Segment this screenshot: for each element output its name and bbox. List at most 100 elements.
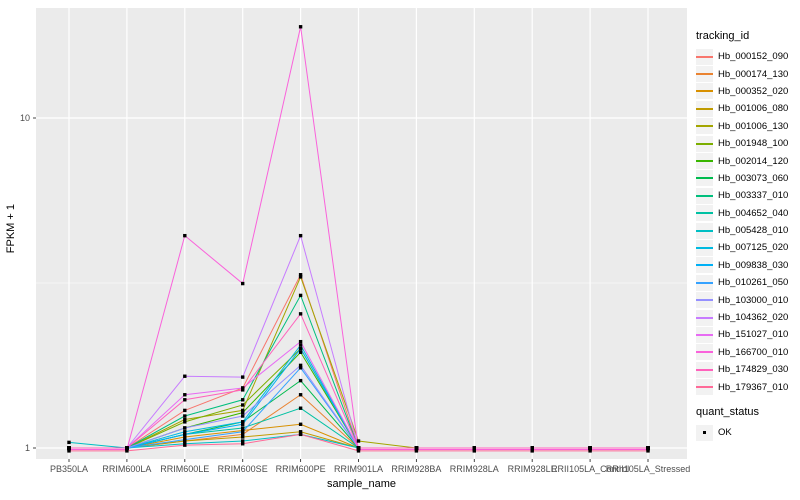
series-color-swatch: [696, 264, 713, 267]
y-tick-label: 1: [25, 443, 30, 453]
legend-key: [696, 100, 713, 117]
legend-key: [696, 239, 713, 256]
legend-item-label: OK: [718, 427, 732, 438]
data-point: [298, 432, 303, 437]
series-color-swatch: [696, 229, 713, 232]
legend-key: [696, 205, 713, 222]
legend-key: [696, 222, 713, 239]
legend-item-Hb_001006_080: Hb_001006_080: [696, 100, 800, 117]
legend-item-label: Hb_007125_020: [718, 242, 789, 254]
data-point: [241, 432, 245, 437]
data-point: [298, 422, 303, 426]
legend-item-Hb_010261_050: Hb_010261_050: [696, 274, 800, 291]
plot-panel: [36, 8, 687, 459]
data-point: [241, 430, 245, 434]
legend-item-Hb_000152_090: Hb_000152_090: [696, 48, 800, 65]
legend-item-Hb_104362_020: Hb_104362_020: [696, 309, 800, 326]
x-tick-label: RRII105LA_Control: [551, 464, 629, 474]
data-point: [241, 281, 245, 286]
legend-item-label: Hb_000174_130: [718, 68, 789, 80]
legend-key: [696, 257, 713, 274]
data-point: [414, 446, 419, 450]
series-color-swatch: [696, 368, 713, 371]
legend-item-label: Hb_001006_130: [718, 120, 789, 132]
data-point: [183, 435, 187, 439]
series-color-swatch: [696, 107, 713, 110]
data-point: [241, 426, 245, 430]
data-point: [530, 446, 534, 450]
legend-item-Hb_000352_020: Hb_000352_020: [696, 83, 800, 100]
x-tick-label: RRIM600LA: [102, 464, 151, 474]
data-point: [588, 449, 592, 453]
series-color-swatch: [696, 299, 713, 302]
series-color-swatch: [696, 281, 713, 284]
x-tick-label: RRII105LA_Stressed: [606, 464, 691, 474]
x-tick-label: RRIM901LA: [334, 464, 383, 474]
data-point: [530, 449, 534, 453]
legend-item-label: Hb_151027_010: [718, 329, 789, 341]
legend-item-label: Hb_005428_010: [718, 225, 789, 237]
data-point: [298, 312, 303, 316]
series-color-swatch: [696, 351, 713, 354]
black-square-point-icon: [703, 431, 707, 435]
data-point: [183, 408, 187, 413]
legend-item-label: Hb_009838_030: [718, 259, 789, 271]
series-color-swatch: [696, 90, 713, 93]
legend-item-Hb_179367_010: Hb_179367_010: [696, 378, 800, 396]
data-point: [298, 273, 303, 277]
data-point: [298, 346, 303, 351]
data-point: [241, 420, 245, 424]
data-point: [183, 432, 187, 437]
data-point: [298, 339, 303, 344]
legend-key: [696, 274, 713, 291]
quant-ok-key: [696, 424, 713, 441]
x-tick-label: RRIM928LA: [450, 464, 499, 474]
legend-key: [696, 187, 713, 204]
legend-item-label: Hb_003337_010: [718, 190, 789, 202]
data-point: [241, 388, 245, 392]
data-point: [183, 417, 187, 422]
series-color-swatch: [696, 55, 713, 58]
data-point: [67, 449, 71, 453]
data-point: [241, 403, 245, 407]
data-point: [241, 375, 245, 379]
legend-panel: tracking_id Hb_000152_090 Hb_000174_130 Hb…: [696, 30, 800, 441]
legend-key: [696, 66, 713, 83]
data-point: [356, 439, 361, 443]
data-point: [241, 408, 245, 413]
x-tick-label: RRIM928BA: [391, 464, 441, 474]
legend-key: [696, 83, 713, 100]
legend-item-quant-ok: OK: [696, 424, 800, 441]
x-tick-label: RRIM600PE: [276, 464, 326, 474]
legend-title-tracking-id: tracking_id: [696, 30, 750, 42]
data-point: [183, 443, 187, 447]
series-color-swatch: [696, 316, 713, 319]
data-point: [298, 343, 303, 347]
legend-key: [696, 135, 713, 152]
legend-item-Hb_001948_100: Hb_001948_100: [696, 135, 800, 152]
legend-key: [696, 326, 713, 343]
data-point: [472, 449, 476, 453]
data-point: [298, 233, 303, 238]
legend-item-label: Hb_000152_090: [718, 51, 789, 63]
data-point: [125, 446, 129, 450]
legend-item-label: Hb_003073_060: [718, 172, 789, 184]
data-point: [356, 446, 361, 450]
legend-key: [696, 361, 713, 378]
legend-key: [696, 48, 713, 65]
data-point: [241, 422, 245, 426]
legend-item-label: Hb_166700_010: [718, 346, 789, 358]
data-point: [588, 446, 592, 450]
data-point: [183, 233, 187, 238]
legend-item-label: Hb_002014_120: [718, 155, 789, 167]
legend-key: [696, 309, 713, 326]
series-color-swatch: [696, 160, 713, 163]
legend-item-label: Hb_000352_020: [718, 85, 789, 97]
series-color-swatch: [696, 194, 713, 197]
data-point: [298, 293, 303, 298]
legend-title-quant-status: quant_status: [696, 405, 759, 418]
legend-item-label: Hb_001948_100: [718, 138, 789, 150]
series-color-swatch: [696, 73, 713, 76]
